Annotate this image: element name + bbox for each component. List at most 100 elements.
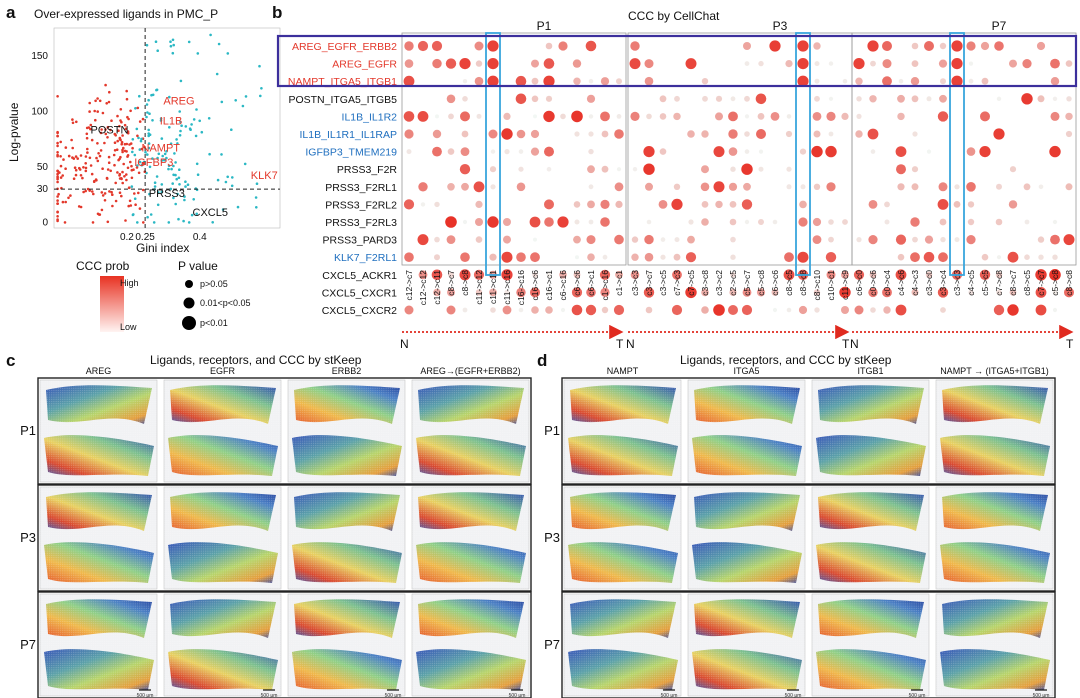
dotplot-dot [926,290,932,295]
scatter-point [207,117,211,120]
scatter-point [183,195,186,198]
map-column-label: NAMPT → (ITGA5+ITGB1) [940,366,1049,376]
spot-texture [936,380,1053,482]
dotplot-dot [518,149,524,154]
scatter-point [125,173,128,176]
scatter-point [92,180,96,183]
axis-end-label: T [616,337,624,351]
axis-start-label: N [850,337,859,351]
dotplot-dot [771,288,779,296]
scatter-point [73,166,77,169]
scatter-point [138,120,142,123]
dotplot-row-label: PRSS3_PARD3 [322,235,397,247]
scatter-point [167,221,171,224]
dotplot-dot [924,235,934,244]
dotplot-dot [826,111,836,121]
scatter-point [59,176,63,179]
dotplot-dot [560,307,566,313]
scatter-xtick: 0.4 [193,232,207,243]
dotplot-dot [882,59,892,69]
scatter-point [103,141,106,145]
dotplot-dot [980,111,990,122]
scatter-point [254,196,258,199]
highlight-rows-box [276,34,1078,88]
dotplot-dot [937,111,949,122]
scatter-point [125,97,129,101]
scatter-point [145,43,149,47]
dotplot-dot [772,219,778,225]
dotplot-col-label: c11->c9 [840,270,850,300]
spot-texture [564,487,681,589]
dotplot-dot [630,111,640,121]
scatter-point [161,154,164,158]
scatter-point [131,138,135,141]
scatter-point [117,129,120,132]
dotplot-col-label: c2->c5 [728,270,738,296]
dotplot-dot [573,201,581,208]
dotplot-dot [966,235,976,245]
dotplot-dot [758,219,764,225]
scatter-point [188,127,192,130]
dotplot-dot [600,217,610,227]
scatter-point [144,150,147,154]
scatter-title: Over-expressed ligands in PMC_P [34,7,218,21]
dotplot-dot [462,96,468,102]
scatter-point [61,200,65,204]
dotplot-dot [755,93,767,105]
dotplot-dot [730,236,736,243]
scatter-point [167,167,170,171]
dotplot-dot [1008,200,1018,209]
dotplot-col-label: c6->c16 [558,270,568,301]
dotplot-dot [448,113,454,120]
dotplot-dot [530,147,540,156]
scatter-point [116,114,119,118]
dotplot-dot [671,198,683,210]
scatter-point [119,119,122,122]
scatter-point [149,213,153,216]
scatter-point [182,219,185,223]
scatter-point [176,192,179,196]
scatter-point [184,180,187,183]
dotplot-dot [1052,219,1058,225]
scatter-point [220,153,223,156]
legend-size-dot-1 [185,280,193,288]
scatter-point [147,132,150,135]
dotplot-dot [475,289,483,296]
scale-bar-label: 500 μm [385,693,402,698]
dotplot-dot [446,94,456,104]
dotplot-dot [685,252,697,263]
dotplot-dot [784,252,794,263]
legend-size-2: 0.01<p<0.05 [200,298,251,308]
panel-d-grid: NAMPT ITGA5 ITGB1 NAMPT → (ITGA5+ITGB1) P1 P3… [544,366,1056,698]
dotplot-dot [867,40,879,52]
dotplot-col-label: c4->c6 [896,270,906,296]
scatter-point [126,115,129,119]
scatter-point [137,136,140,140]
dotplot-dot [575,255,579,260]
spot-texture [812,594,929,696]
dotplot-dot [530,252,540,263]
dotplot-dot [797,75,809,87]
scatter-point [131,150,134,154]
dotplot-dot [856,237,862,243]
scatter-point [147,128,150,132]
scatter-point [64,146,68,149]
dotplot-dot [1036,41,1046,51]
dotplot-dot [1035,304,1047,316]
dotplot-col-label: c6->c0 [854,270,864,296]
scatter-point [174,173,177,177]
dotplot-dot [940,307,946,313]
dotplot-dot [475,200,483,208]
dotplot-col-label: c1->c16 [600,270,610,301]
scatter-point [244,95,248,98]
dotplot-dot [518,307,524,313]
scatter-point [137,191,140,195]
dotplot-dot [501,269,513,281]
dotplot-dot [501,128,513,140]
scatter-label: CXCL5 [193,207,228,219]
scatter-point [94,118,97,122]
dotplot-dot [938,252,948,263]
scatter-point [160,159,164,162]
dotplot-dot [1066,96,1072,102]
scatter-point [56,218,59,221]
